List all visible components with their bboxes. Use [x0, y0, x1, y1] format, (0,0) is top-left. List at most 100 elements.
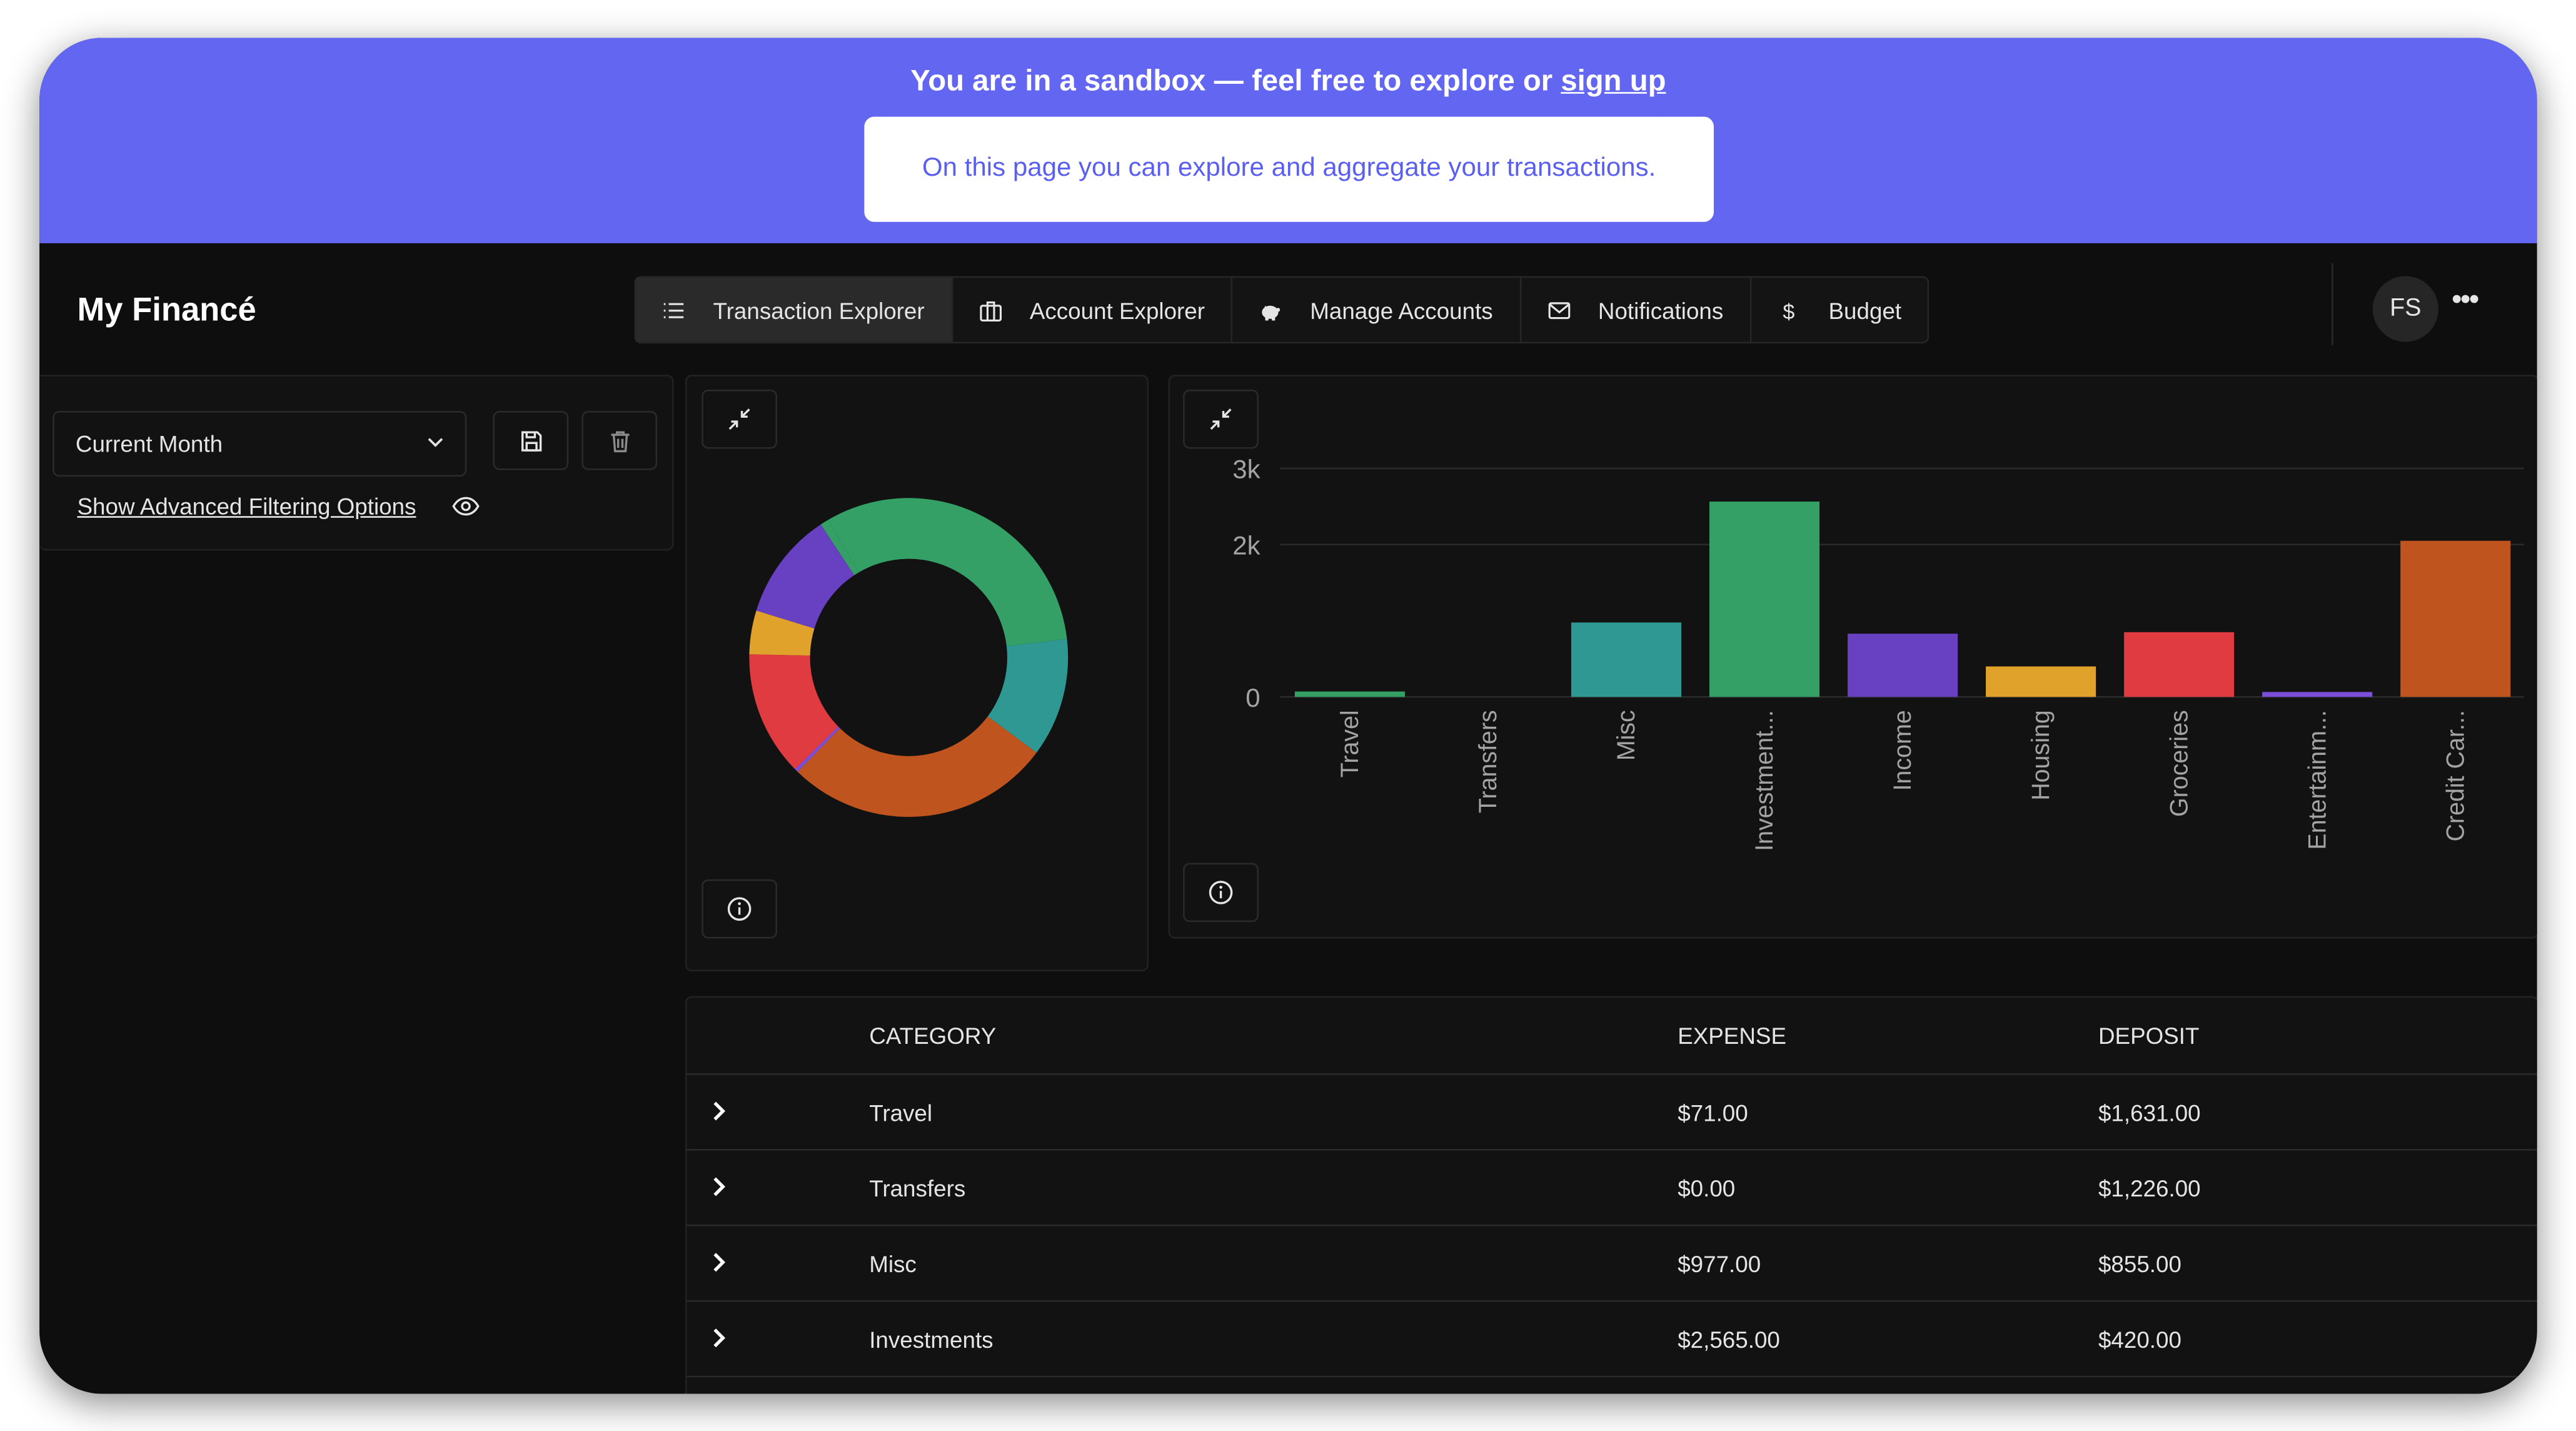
- cell-category: Transfers: [869, 1175, 966, 1202]
- x-tick-label: Entertainm...: [2303, 710, 2331, 849]
- donut-slice[interactable]: [828, 498, 1067, 646]
- dollar-icon: $: [1783, 300, 1794, 321]
- cell-deposit: $1,631.00: [2098, 1100, 2201, 1126]
- list-icon: [663, 302, 684, 318]
- x-tick-label: Travel: [1336, 710, 1364, 777]
- bar[interactable]: [2124, 632, 2235, 697]
- chevron-down-icon: [428, 438, 443, 447]
- donut-slice[interactable]: [987, 639, 1069, 753]
- cell-deposit: $1,226.00: [2098, 1175, 2201, 1202]
- bar[interactable]: [1848, 634, 1958, 697]
- tab-label: Transaction Explorer: [713, 296, 925, 323]
- app-window: You are in a sandbox — feel free to expl…: [39, 38, 2537, 1394]
- banner-message: On this page you can explore and aggrega…: [864, 116, 1714, 222]
- top-bar: My Financé Transaction Explorer Account …: [39, 243, 2537, 375]
- tab-budget[interactable]: $ Budget: [1751, 278, 1928, 341]
- cell-category: Misc: [869, 1250, 917, 1277]
- table-row[interactable]: Misc $977.00 $855.00: [687, 1224, 2537, 1300]
- chevron-right-icon[interactable]: [710, 1251, 730, 1274]
- tab-label: Manage Accounts: [1310, 296, 1493, 323]
- minimize-icon: [1210, 408, 1232, 430]
- donut-chart-panel: [685, 375, 1149, 972]
- bar[interactable]: [1986, 666, 2096, 697]
- y-tick-label: 2k: [1232, 531, 1260, 560]
- svg-text:$: $: [1783, 300, 1794, 321]
- tab-label: Notifications: [1597, 296, 1724, 323]
- donut-chart: [749, 498, 1069, 817]
- info-icon: [727, 897, 752, 921]
- y-tick-label: 0: [1245, 683, 1260, 712]
- eye-icon[interactable]: [452, 495, 480, 518]
- tab-transaction-explorer[interactable]: Transaction Explorer: [636, 278, 953, 342]
- bar[interactable]: [1571, 622, 1682, 697]
- x-tick-label: Housing: [2027, 710, 2055, 801]
- x-tick-label: Investment...: [1751, 710, 1778, 851]
- table-row[interactable]: Investments $2,565.00 $420.00: [687, 1300, 2537, 1376]
- tab-label: Account Explorer: [1029, 296, 1205, 323]
- x-tick-label: Income: [1889, 710, 1916, 791]
- bar[interactable]: [1294, 691, 1405, 697]
- period-select-value: Current Month: [75, 430, 223, 457]
- cell-category: Travel: [869, 1100, 933, 1126]
- bar-chart-panel: 0 2k 3k Travel Transfers Misc Investment... Inc…: [1168, 375, 2537, 939]
- nav-tabs: Transaction Explorer Account Explorer Ma…: [634, 276, 1929, 344]
- table-row[interactable]: Transfers $0.00 $1,226.00: [687, 1148, 2537, 1225]
- sandbox-banner: You are in a sandbox — feel free to expl…: [39, 38, 2537, 243]
- cell-category: Investments: [869, 1326, 994, 1353]
- cell-deposit: $855.00: [2098, 1250, 2181, 1277]
- more-horizontal-icon[interactable]: •••: [2451, 283, 2479, 316]
- table-row[interactable]: [687, 1375, 2537, 1394]
- table-row[interactable]: Travel $71.00 $1,631.00: [687, 1073, 2537, 1149]
- cell-expense: $71.00: [1678, 1100, 1748, 1126]
- filter-panel: Current Month Show Advanced Filtering Op…: [39, 375, 674, 551]
- category-table: CATEGORY EXPENSE DEPOSIT Travel $71.00 $…: [685, 996, 2537, 1394]
- donut-slice[interactable]: [749, 610, 815, 656]
- briefcase-icon: [979, 300, 1002, 321]
- donut-slice[interactable]: [749, 654, 838, 769]
- collapse-bar-button[interactable]: [1183, 389, 1259, 449]
- x-tick-label: Credit Car...: [2442, 710, 2469, 841]
- bar-chart: 0 2k 3k Travel Transfers Misc Investment... Inc…: [1232, 455, 2524, 851]
- advanced-filter-link[interactable]: Show Advanced Filtering Options: [77, 493, 416, 520]
- period-select[interactable]: Current Month: [53, 411, 467, 477]
- cell-deposit: $420.00: [2098, 1326, 2181, 1353]
- tab-notifications[interactable]: Notifications: [1521, 278, 1751, 342]
- app-title: My Financé: [77, 292, 256, 329]
- bar[interactable]: [2262, 692, 2373, 697]
- info-icon: [1209, 881, 1233, 904]
- column-header-deposit[interactable]: DEPOSIT: [2098, 1022, 2200, 1049]
- banner-text: You are in a sandbox — feel free to expl…: [910, 64, 1561, 98]
- signup-link[interactable]: sign up: [1561, 64, 1666, 98]
- x-tick-label: Transfers: [1474, 710, 1502, 813]
- bar[interactable]: [1709, 501, 1820, 697]
- cell-expense: $0.00: [1678, 1175, 1736, 1202]
- delete-filter-button[interactable]: [581, 411, 658, 470]
- cell-expense: $977.00: [1678, 1250, 1761, 1277]
- bar[interactable]: [2400, 540, 2511, 697]
- column-header-expense[interactable]: EXPENSE: [1678, 1022, 1787, 1049]
- tab-account-explorer[interactable]: Account Explorer: [952, 278, 1233, 342]
- donut-slice[interactable]: [797, 716, 1037, 817]
- trash-icon: [610, 430, 629, 452]
- donut-slice[interactable]: [820, 520, 859, 575]
- topbar-divider: [2332, 263, 2333, 345]
- column-header-category[interactable]: CATEGORY: [869, 1022, 997, 1049]
- bar-info-button[interactable]: [1183, 862, 1259, 923]
- piggy-bank-icon: [1262, 305, 1280, 320]
- user-avatar[interactable]: FS: [2372, 276, 2438, 342]
- x-tick-label: Misc: [1613, 710, 1640, 761]
- tab-manage-accounts[interactable]: Manage Accounts: [1233, 278, 1521, 342]
- chevron-right-icon[interactable]: [710, 1175, 730, 1198]
- donut-info-button[interactable]: [702, 879, 778, 939]
- collapse-donut-button[interactable]: [702, 389, 778, 449]
- y-tick-label: 3k: [1232, 455, 1260, 484]
- donut-slice[interactable]: [795, 726, 840, 772]
- donut-slice[interactable]: [756, 524, 855, 629]
- chevron-right-icon[interactable]: [710, 1327, 730, 1350]
- tab-label: Budget: [1828, 296, 1902, 323]
- chevron-right-icon[interactable]: [710, 1100, 730, 1123]
- save-icon: [520, 430, 541, 451]
- x-tick-label: Groceries: [2165, 710, 2193, 817]
- minimize-icon: [728, 408, 750, 430]
- save-filter-button[interactable]: [493, 411, 569, 470]
